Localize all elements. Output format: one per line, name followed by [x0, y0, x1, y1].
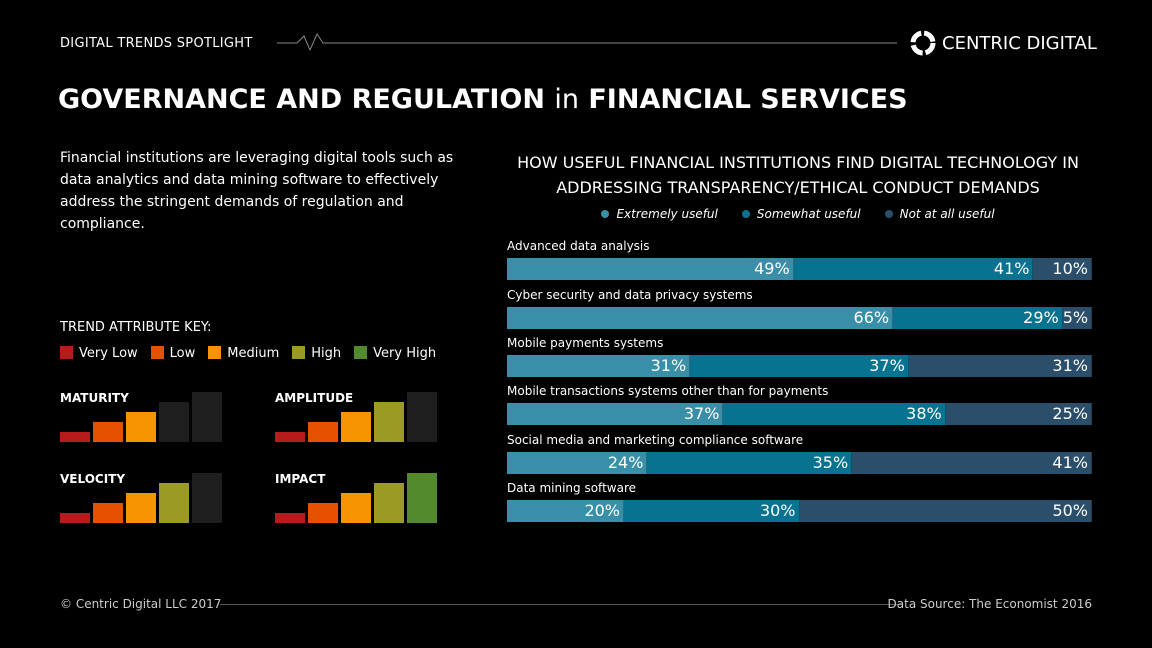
legend-item: Somewhat useful	[741, 207, 861, 221]
bar-segment: 20%	[507, 500, 624, 522]
stacked-bar: 24% 35% 41%	[507, 452, 1092, 474]
key-label: High	[311, 346, 342, 361]
attribute-amplitude: AMPLITUDE	[275, 391, 445, 442]
bar-segment: 50%	[799, 500, 1092, 522]
bar-segment: 38%	[723, 403, 946, 425]
attribute-name: IMPACT	[275, 472, 326, 486]
page-title: GOVERNANCE AND REGULATION in FINANCIAL S…	[58, 84, 908, 115]
attribute-level-bar	[192, 473, 222, 523]
key-swatch	[354, 346, 368, 359]
attribute-name: AMPLITUDE	[275, 391, 354, 405]
attribute-name: MATURITY	[60, 391, 129, 405]
legend-label: Not at all useful	[899, 207, 995, 221]
attribute-level-bar	[308, 422, 338, 442]
attribute-level-bar	[159, 402, 189, 442]
bar-segment: 66%	[507, 307, 894, 329]
attribute-level-bar	[341, 493, 371, 523]
bar-category-label: Data mining software	[507, 481, 636, 495]
bar-segment: 31%	[908, 355, 1092, 377]
legend-dot-icon	[601, 210, 610, 218]
stacked-bar: 66% 29% 5%	[507, 307, 1092, 329]
attribute-impact: IMPACT	[275, 472, 445, 523]
key-item: Low	[150, 346, 196, 361]
bar-segment: 31%	[507, 355, 691, 377]
bar-segment: 30%	[624, 500, 800, 522]
attribute-level-bar	[374, 402, 404, 442]
key-label: Medium	[227, 346, 280, 361]
title-part: GOVERNANCE AND REGULATION	[58, 84, 545, 115]
attribute-level-bar	[374, 483, 404, 523]
attribute-velocity: VELOCITY	[60, 472, 230, 523]
attribute-level-bar	[341, 412, 371, 442]
legend-dot-icon	[884, 210, 893, 218]
attribute-level-bar	[93, 422, 123, 442]
bar-segment: 41%	[852, 452, 1092, 474]
centric-logo-icon	[910, 30, 936, 56]
legend-item: Not at all useful	[884, 207, 995, 221]
key-label: Low	[169, 346, 196, 361]
bar-category-label: Advanced data analysis	[507, 239, 650, 253]
bar-segment: 35%	[647, 452, 853, 474]
attribute-level-bar	[126, 493, 156, 523]
key-swatch	[60, 346, 73, 359]
bar-segment: 5%	[1062, 307, 1092, 329]
bar-category-label: Social media and marketing compliance so…	[507, 433, 804, 447]
bar-category-label: Cyber security and data privacy systems	[507, 288, 753, 302]
attribute-name: VELOCITY	[60, 472, 126, 486]
attribute-level-bar	[60, 513, 90, 523]
key-label: Very Low	[79, 346, 138, 361]
legend-dot-icon	[741, 210, 750, 218]
brand-name: CENTRIC DIGITAL	[942, 32, 1097, 54]
attribute-level-bar	[308, 503, 338, 523]
key-item: Medium	[208, 346, 279, 361]
chart-legend: Extremely useful Somewhat useful Not at al…	[500, 207, 1096, 221]
bar-segment: 41%	[793, 258, 1034, 280]
attribute-level-bar	[192, 392, 222, 442]
attribute-maturity: MATURITY	[60, 391, 230, 442]
title-part: in	[554, 84, 579, 115]
bar-segment: 24%	[507, 452, 648, 474]
attribute-level-bar	[275, 432, 305, 442]
attribute-level-bar	[60, 432, 90, 442]
bar-segment: 10%	[1033, 258, 1092, 280]
stacked-bar: 31% 37% 31%	[507, 355, 1092, 377]
key-swatch	[208, 346, 222, 359]
attribute-level-bar	[407, 473, 437, 523]
bar-category-label: Mobile payments systems	[507, 336, 664, 350]
chart-title: HOW USEFUL FINANCIAL INSTITUTIONS FIND D…	[517, 153, 1079, 197]
bar-segment: 29%	[893, 307, 1063, 329]
data-source: Data Source: The Economist 2016	[887, 597, 1092, 611]
bar-segment: 25%	[945, 403, 1092, 425]
attribute-key: Very Low Low Medium High Very High	[60, 346, 436, 361]
key-label: Very High	[373, 346, 437, 361]
attribute-level-bar	[126, 412, 156, 442]
copyright: © Centric Digital LLC 2017	[60, 597, 222, 611]
legend-item: Extremely useful	[601, 207, 718, 221]
stacked-bar: 20% 30% 50%	[507, 500, 1092, 522]
key-item: Very High	[354, 346, 436, 361]
spotlight-label: DIGITAL TRENDS SPOTLIGHT	[60, 36, 253, 51]
legend-label: Somewhat useful	[756, 207, 861, 221]
pulse-line-icon	[277, 32, 897, 52]
intro-text: Financial institutions are leveraging di…	[60, 150, 454, 232]
attribute-level-bar	[407, 392, 437, 442]
attribute-level-bar	[93, 503, 123, 523]
footer-divider	[220, 604, 902, 605]
key-item: Very Low	[60, 346, 138, 361]
attribute-level-bar	[159, 483, 189, 523]
key-item: High	[292, 346, 341, 361]
title-part: FINANCIAL SERVICES	[588, 84, 908, 115]
bar-segment: 49%	[507, 258, 794, 280]
bar-segment: 37%	[507, 403, 724, 425]
key-swatch	[150, 346, 164, 359]
key-swatch	[292, 346, 306, 359]
key-title: TREND ATTRIBUTE KEY:	[60, 320, 212, 335]
bar-segment: 37%	[690, 355, 909, 377]
brand-logo: CENTRIC DIGITAL	[910, 30, 1097, 56]
legend-label: Extremely useful	[616, 207, 718, 221]
stacked-bar: 37% 38% 25%	[507, 403, 1092, 425]
stacked-bar: 49% 41% 10%	[507, 258, 1092, 280]
attribute-level-bar	[275, 513, 305, 523]
bar-category-label: Mobile transactions systems other than f…	[507, 384, 829, 398]
